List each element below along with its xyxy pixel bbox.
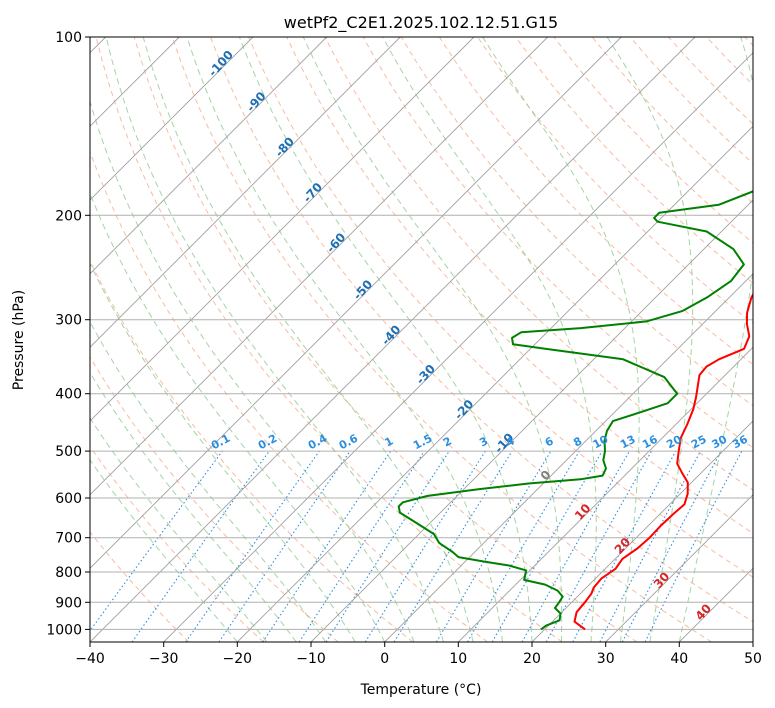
- moist-adiabat: [90, 459, 238, 642]
- x-tick-label: 0: [380, 651, 389, 667]
- moist-adiabat: [90, 262, 356, 642]
- plot-frame: [89, 36, 754, 643]
- isotherm-line: [457, 346, 753, 642]
- moist-adiabat: [382, 37, 597, 642]
- x-tick-label: −20: [223, 651, 253, 667]
- dry-adiabat: [90, 531, 190, 642]
- mixing-ratio-line: [545, 450, 653, 642]
- x-tick-label: −30: [149, 651, 179, 667]
- moist-adiabat: [186, 37, 503, 642]
- isotherm-line: [605, 494, 753, 642]
- y-tick-label: 200: [55, 208, 82, 224]
- isotherm-line: [236, 125, 753, 642]
- mixing-ratio-line: [90, 450, 223, 632]
- isotherm-line: [90, 37, 401, 348]
- x-tick-label: 20: [523, 651, 541, 667]
- dry-adiabat: [90, 356, 339, 642]
- dry-adiabat: [90, 445, 264, 642]
- y-tick-label: 600: [55, 491, 82, 507]
- mixing-ratio-label: 20: [664, 433, 684, 452]
- moist-adiabat: [678, 37, 753, 642]
- moist-adiabat: [105, 37, 445, 642]
- x-tick-label: −10: [296, 651, 326, 667]
- dry-adiabat: [210, 37, 753, 623]
- isotherm-line: [310, 199, 753, 642]
- mixing-ratio-line: [131, 450, 270, 642]
- dry-adiabat: [133, 37, 638, 642]
- moist-adiabat: [142, 37, 474, 642]
- mixing-ratio-line: [298, 450, 425, 642]
- y-tick-label: 400: [55, 387, 82, 403]
- y-tick-label: 800: [55, 565, 82, 581]
- dry-adiabat: [248, 37, 753, 578]
- isotherm-line: [90, 37, 254, 201]
- y-tick-label: 500: [55, 444, 82, 460]
- mixing-ratio-line: [185, 450, 320, 642]
- y-axis-label: Pressure (hPa): [11, 290, 27, 390]
- moist-adiabat: [90, 371, 297, 642]
- moist-adiabat: [606, 37, 694, 642]
- x-tick-label: −40: [75, 651, 105, 667]
- y-tick-label: 900: [55, 595, 82, 611]
- moist-adiabat: [238, 37, 533, 642]
- temperature-line: [573, 292, 753, 631]
- x-tick-label: 10: [449, 651, 467, 667]
- mixing-ratio-line: [218, 450, 351, 642]
- mixing-ratio-label: 16: [640, 433, 660, 452]
- dry-adiabat: [515, 37, 753, 284]
- moist-adiabat: [90, 320, 327, 642]
- isotherm-line: [163, 52, 753, 642]
- mixing-ratio-line: [325, 450, 450, 642]
- dry-adiabat: [438, 37, 753, 366]
- mixing-ratio-line: [393, 450, 513, 642]
- isotherm-line: [90, 37, 622, 569]
- x-axis-label: Temperature (°C): [360, 682, 482, 698]
- y-tick-label: 1000: [46, 622, 82, 638]
- dewpoint-line: [397, 190, 753, 631]
- chart-title: wetPf2_C2E1.2025.102.12.51.G15: [284, 13, 558, 33]
- dry-adiabat: [95, 37, 563, 642]
- y-tick-label: 700: [55, 531, 82, 547]
- mixing-ratio-label: 13: [618, 433, 638, 452]
- isotherm-line: [90, 37, 696, 642]
- moist-adiabat: [90, 99, 415, 642]
- grid-lines: [90, 37, 753, 642]
- series-lines: [397, 190, 753, 631]
- mixing-ratio-label: 10: [591, 433, 611, 452]
- mixing-ratio-label: 30: [710, 433, 730, 452]
- isotherm-line: [90, 37, 475, 422]
- mixing-ratio-label: 25: [689, 433, 709, 452]
- isotherm-line: [90, 37, 328, 275]
- isotherm-line: [90, 37, 549, 496]
- dry-adiabat: [400, 37, 753, 407]
- mixing-ratio-line: [572, 450, 677, 642]
- mixing-ratio-line: [262, 450, 392, 642]
- x-tick-label: 30: [597, 651, 615, 667]
- isotherm-line: [384, 273, 753, 642]
- moist-adiabat: [90, 417, 268, 642]
- x-tick-label: 50: [744, 651, 762, 667]
- y-tick-label: 300: [55, 313, 82, 329]
- moist-adiabat: [90, 192, 386, 642]
- mixing-ratio-label: 36: [730, 433, 750, 452]
- mixing-ratio-line: [644, 450, 743, 642]
- y-tick-label: 100: [55, 30, 82, 46]
- isotherm-line: [531, 420, 753, 642]
- mixing-ratio-line: [521, 450, 630, 642]
- moist-adiabat: [482, 37, 640, 642]
- dry-adiabat: [90, 150, 488, 642]
- x-tick-label: 40: [670, 651, 688, 667]
